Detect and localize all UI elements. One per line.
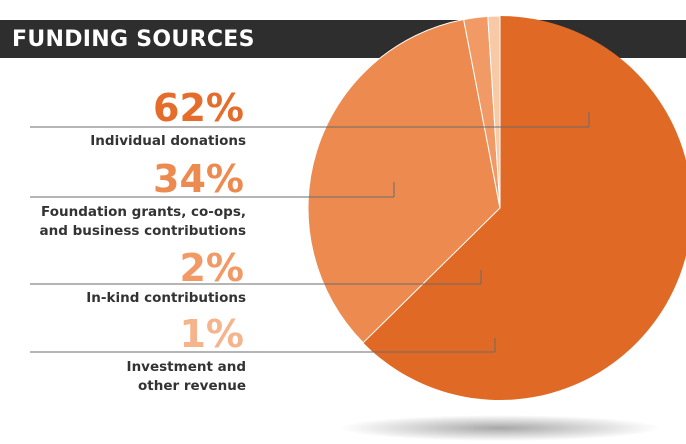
slice-label-individual: Individual donations <box>90 133 246 149</box>
pie-shadow <box>340 415 660 441</box>
slice-percent-foundation: 34% <box>153 157 244 201</box>
pie-slice-investment <box>487 15 501 209</box>
pie-slices <box>307 15 686 400</box>
slice-percent-inkind: 2% <box>179 246 244 290</box>
pie-slice-foundation <box>307 18 501 344</box>
slice-label-investment: Investment and other revenue <box>126 359 246 394</box>
chart-title: FUNDING SOURCES <box>12 27 255 52</box>
slice-label-inkind: In-kind contributions <box>86 290 246 306</box>
slice-percent-investment: 1% <box>179 312 244 356</box>
slice-label-foundation: Foundation grants, co-ops, and business … <box>39 204 246 239</box>
leader-lines <box>30 112 590 353</box>
slice-percent-individual: 62% <box>153 86 244 130</box>
pie-slice-individual <box>363 16 686 400</box>
